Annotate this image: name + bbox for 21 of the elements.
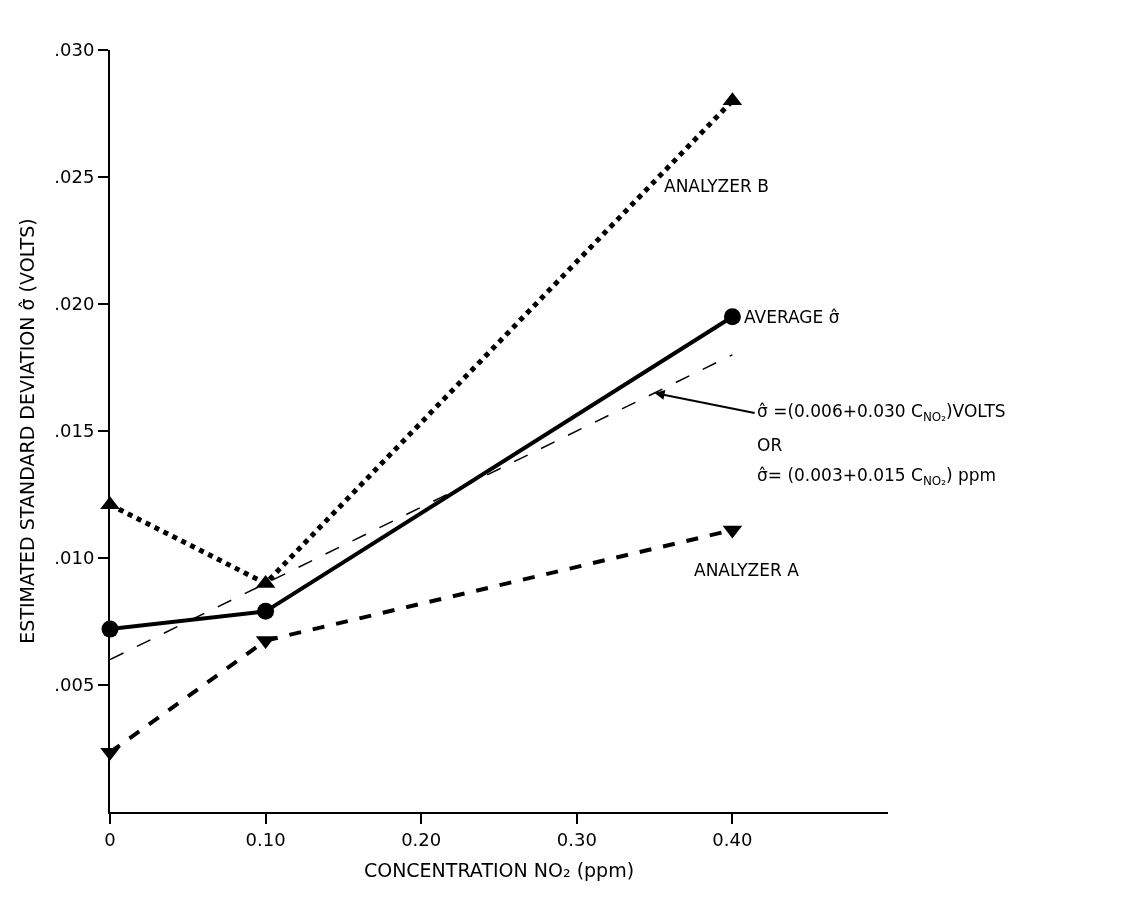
point [257, 602, 275, 620]
y-tick-label: .025 [54, 166, 95, 188]
x-tick-label: 0.40 [712, 828, 753, 850]
x-tick-label: 0 [104, 828, 116, 850]
y-tick-label: .005 [54, 674, 95, 696]
x-axis-title: CONCENTRATION NO₂ (ppm) [363, 858, 635, 881]
annotation: σ̂= (0.003+0.015 C$_{NO₂}$) ppm [757, 465, 997, 488]
series-label: ANALYZER B [664, 176, 769, 196]
series-label: AVERAGE σ̂ [744, 307, 840, 327]
y-tick-label: .010 [54, 547, 95, 569]
x-tick-label: 0.10 [245, 828, 286, 850]
y-tick-label: .020 [54, 293, 95, 315]
y-tick-label: .015 [54, 420, 95, 442]
annotation: OR [757, 435, 783, 455]
point [723, 308, 741, 326]
series-label: ANALYZER A [694, 560, 800, 580]
y-axis-title: ESTIMATED STANDARD DEVIATION σ̂ (VOLTS) [15, 218, 38, 644]
x-tick-label: 0.30 [556, 828, 597, 850]
x-tick-label: 0.20 [401, 828, 442, 850]
y-tick-label: .030 [54, 39, 95, 61]
annotation: σ̂ =(0.006+0.030 C$_{NO₂}$)VOLTS [757, 401, 1006, 424]
